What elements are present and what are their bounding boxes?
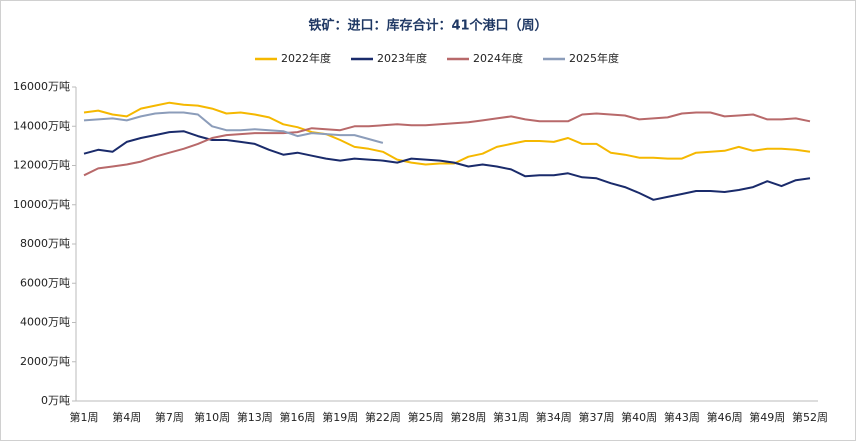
x-tick-label: 第4周: [112, 410, 141, 424]
chart-title: 铁矿：进口：库存合计：41个港口（周）: [307, 18, 547, 34]
x-tick-label: 第31周: [493, 410, 529, 424]
y-tick-label: 14000万吨: [13, 119, 70, 132]
y-tick-label: 2000万吨: [20, 355, 70, 368]
y-tick-label: 4000万吨: [20, 316, 70, 329]
y-tick-label: 0万吨: [41, 394, 70, 407]
x-tick-label: 第19周: [322, 410, 358, 424]
x-tick-label: 第16周: [280, 410, 316, 424]
series-line: [83, 101, 811, 166]
y-tick-label: 10000万吨: [13, 198, 70, 211]
x-tick-label: 第52周: [792, 410, 828, 424]
x-tick-label: 第7周: [155, 410, 184, 424]
x-tick-label: 第25周: [408, 410, 444, 424]
legend-label: 2024年度: [473, 51, 523, 65]
x-tick-label: 第1周: [70, 410, 99, 424]
series-line: [83, 111, 384, 144]
x-tick-label: 第40周: [621, 410, 657, 424]
x-tick-label: 第37周: [578, 410, 614, 424]
series-line: [83, 130, 811, 201]
y-tick-label: 8000万吨: [20, 237, 70, 250]
x-tick-label: 第10周: [194, 410, 230, 424]
legend-label: 2025年度: [569, 51, 619, 65]
y-tick-label: 12000万吨: [13, 159, 70, 172]
x-tick-label: 第49周: [749, 410, 785, 424]
series-line: [83, 111, 811, 177]
x-tick-label: 第46周: [707, 410, 743, 424]
y-tick-label: 16000万吨: [13, 80, 70, 93]
legend-label: 2022年度: [281, 51, 331, 65]
x-tick-label: 第13周: [237, 410, 273, 424]
x-tick-label: 第34周: [536, 410, 572, 424]
x-tick-label: 第43周: [664, 410, 700, 424]
y-tick-label: 6000万吨: [20, 276, 70, 289]
x-tick-label: 第22周: [365, 410, 401, 424]
x-tick-label: 第28周: [450, 410, 486, 424]
legend-label: 2023年度: [377, 51, 427, 65]
